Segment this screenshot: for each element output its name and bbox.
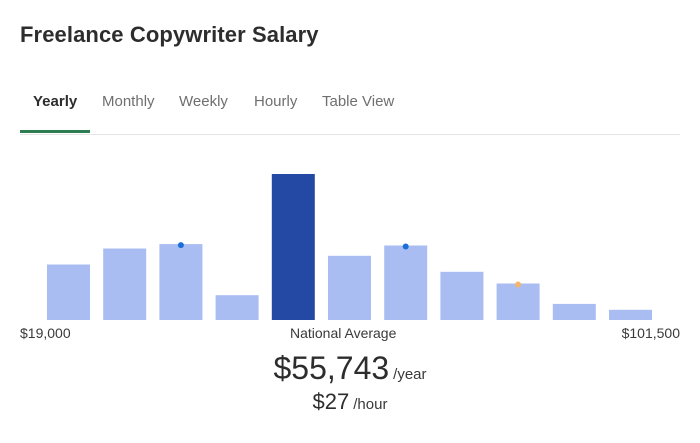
hourly-salary: $27/hour bbox=[0, 389, 700, 415]
tab-monthly[interactable]: Monthly bbox=[102, 93, 155, 110]
salary-bar[interactable] bbox=[215, 295, 259, 320]
hourly-salary-value: $27 bbox=[312, 389, 350, 414]
salary-bar[interactable] bbox=[552, 303, 596, 320]
active-tab-indicator bbox=[20, 130, 90, 133]
salary-bar[interactable] bbox=[609, 309, 652, 320]
yearly-salary-value: $55,743 bbox=[273, 350, 390, 386]
salary-bar[interactable] bbox=[496, 283, 540, 321]
salary-bar[interactable] bbox=[103, 248, 147, 321]
blue-marker-dot bbox=[177, 242, 184, 249]
tab-hourly[interactable]: Hourly bbox=[254, 93, 298, 110]
max-salary-label: $101,500 bbox=[621, 325, 680, 341]
tab-yearly[interactable]: Yearly bbox=[33, 93, 78, 110]
national-average-bar[interactable] bbox=[271, 174, 315, 320]
salary-bar[interactable] bbox=[47, 264, 90, 321]
blue-marker-dot bbox=[402, 243, 409, 250]
tab-table-view[interactable]: Table View bbox=[322, 93, 395, 110]
min-salary-label: $19,000 bbox=[20, 325, 71, 341]
national-average-label: National Average bbox=[290, 325, 397, 341]
salary-bar[interactable] bbox=[328, 255, 371, 320]
salary-distribution-chart bbox=[47, 174, 652, 321]
yearly-salary: $55,743/year bbox=[0, 350, 700, 387]
yearly-salary-unit: /year bbox=[393, 366, 427, 383]
page-title: Freelance Copywriter Salary bbox=[20, 22, 319, 47]
hourly-salary-unit: /hour bbox=[353, 396, 388, 413]
orange-marker-dot bbox=[515, 281, 522, 288]
tab-weekly[interactable]: Weekly bbox=[179, 93, 228, 110]
salary-bar[interactable] bbox=[440, 271, 484, 320]
period-tabs: Yearly Monthly Weekly Hourly Table View bbox=[20, 86, 680, 135]
salary-bar[interactable] bbox=[384, 245, 428, 321]
salary-bar[interactable] bbox=[159, 244, 203, 320]
